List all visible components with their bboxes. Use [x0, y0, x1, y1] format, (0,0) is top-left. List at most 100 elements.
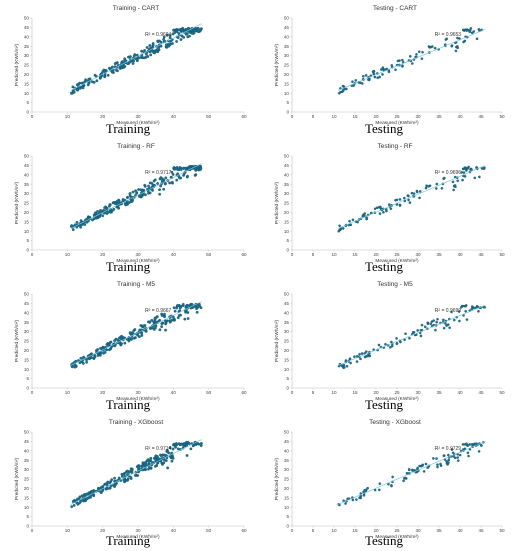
data-point: [444, 322, 447, 325]
data-point: [470, 305, 474, 308]
y-tick-label: 25: [24, 201, 30, 206]
data-point: [344, 502, 347, 505]
data-point: [153, 316, 157, 320]
data-point: [103, 75, 107, 79]
y-tick-label: 5: [26, 514, 29, 519]
data-point: [149, 53, 153, 57]
data-point: [464, 309, 467, 313]
data-point: [373, 75, 377, 79]
data-point: [164, 43, 168, 47]
data-point: [160, 179, 164, 183]
data-point: [155, 464, 159, 467]
data-point: [464, 304, 467, 308]
chart-panel-testing-rf: Testing - RF 0 5 10 15 20 25 30 35 40 45 50 0 5 10 15 20…: [256, 138, 512, 275]
data-point: [447, 453, 450, 457]
x-tick-label: 15: [352, 252, 358, 257]
x-tick-label: 20: [373, 390, 379, 395]
y-tick-label: 45: [284, 163, 290, 168]
y-tick-label: 5: [26, 376, 29, 381]
x-tick-label: 45: [478, 114, 484, 119]
data-point: [112, 207, 116, 211]
caption-training-cart: Training: [105, 121, 151, 136]
data-point: [117, 198, 121, 202]
data-point: [411, 469, 415, 472]
data-point: [148, 44, 152, 47]
data-point: [87, 491, 91, 495]
data-point: [78, 86, 82, 90]
data-point: [429, 45, 433, 49]
data-point: [165, 45, 169, 49]
y-tick-label: 30: [24, 467, 30, 472]
data-point: [122, 478, 126, 482]
y-tick-label: 30: [24, 191, 30, 196]
data-point: [435, 457, 438, 460]
data-point: [355, 360, 359, 363]
data-point: [104, 487, 108, 491]
data-point: [412, 192, 416, 195]
chart-testing-rf: Testing - RF 0 5 10 15 20 25 30 35 40 45 50 0 5 10 15 20…: [274, 143, 505, 264]
data-point: [107, 348, 111, 352]
y-tick-label: 15: [24, 357, 30, 362]
data-point: [477, 310, 480, 313]
data-point: [470, 31, 474, 35]
data-point: [422, 470, 426, 473]
data-point: [171, 456, 175, 460]
data-point: [398, 198, 402, 201]
data-point: [197, 302, 201, 306]
data-point: [166, 466, 170, 470]
data-point: [182, 35, 186, 39]
data-point: [355, 498, 358, 501]
y-axis-label: Predicted (KWh/m²): [14, 44, 20, 87]
data-point: [452, 318, 456, 322]
data-point: [87, 496, 91, 500]
data-point: [85, 220, 89, 224]
data-point: [450, 448, 454, 451]
trend-line: [338, 165, 486, 229]
data-point: [126, 196, 130, 199]
data-point: [432, 457, 435, 460]
x-tick-label: 40: [457, 528, 463, 533]
data-point: [107, 487, 111, 490]
data-point: [469, 27, 473, 30]
x-axis-label: Measured (KWh/m²): [116, 120, 160, 126]
data-point: [113, 344, 117, 348]
x-tick-label: 40: [171, 114, 177, 119]
data-point: [131, 62, 135, 65]
data-point: [395, 337, 398, 340]
data-point: [448, 326, 451, 330]
data-point: [104, 482, 108, 486]
data-point: [424, 462, 428, 466]
data-point: [171, 173, 175, 176]
data-point: [112, 71, 115, 74]
x-tick-label: 20: [373, 528, 379, 533]
data-point: [398, 203, 402, 207]
data-point: [470, 307, 474, 311]
data-point: [160, 454, 163, 458]
data-point: [109, 340, 113, 344]
data-point: [199, 28, 203, 31]
data-point: [362, 75, 365, 78]
data-point: [426, 321, 430, 325]
data-point: [176, 304, 179, 307]
data-point: [189, 447, 193, 451]
data-point: [460, 306, 463, 309]
data-point: [160, 325, 164, 328]
data-point: [188, 34, 191, 38]
data-point: [371, 70, 375, 73]
data-point: [164, 459, 168, 463]
data-point: [468, 443, 472, 446]
data-point: [174, 167, 178, 170]
data-point: [360, 82, 364, 85]
chart-testing-xgboost: Testing - XGboost 0 5 10 15 20 25 30 35 40 45 50 0 5 1…: [274, 419, 505, 540]
data-point: [348, 219, 351, 223]
data-point: [421, 50, 424, 54]
data-point: [458, 453, 462, 457]
data-point: [102, 68, 106, 72]
y-tick-label: 15: [24, 81, 30, 86]
data-point: [379, 205, 382, 209]
data-point: [81, 361, 85, 365]
x-tick-label: 0: [291, 390, 294, 395]
data-point: [170, 170, 174, 174]
data-point: [70, 91, 74, 95]
data-point: [175, 30, 179, 34]
